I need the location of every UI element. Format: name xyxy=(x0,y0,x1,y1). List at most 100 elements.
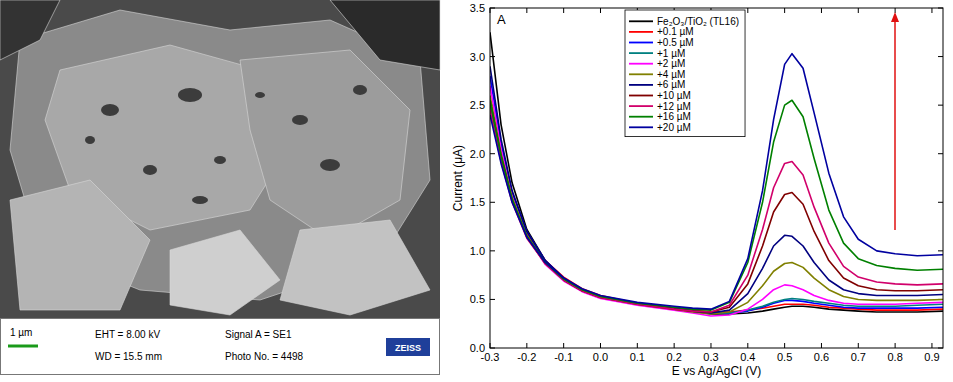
legend-box xyxy=(625,10,745,137)
x-tick xyxy=(637,343,638,348)
x-tick-label: 0.9 xyxy=(924,351,939,363)
x-tick-label: 0.2 xyxy=(666,351,681,363)
micrograph-pore xyxy=(192,196,208,204)
y-tick-right xyxy=(938,153,943,154)
legend-label: Fe₂O₃/TiO₂ (TL16) xyxy=(657,16,739,27)
photo-number-label: Photo No. = 4498 xyxy=(225,351,304,362)
legend-label: +10 µM xyxy=(657,90,691,101)
micrograph-texture xyxy=(170,230,280,315)
legend-swatch xyxy=(629,52,653,54)
legend-label: +1 µM xyxy=(657,48,685,59)
legend-label: +12 µM xyxy=(657,101,691,112)
x-tick xyxy=(747,343,748,348)
x-tick xyxy=(526,343,527,348)
legend-label: +4 µM xyxy=(657,69,685,80)
y-axis-title: Current (μA) xyxy=(451,145,465,211)
x-tick xyxy=(931,343,932,348)
x-tick-label: 0.1 xyxy=(630,351,645,363)
y-tick-label: 3.5 xyxy=(470,2,485,14)
micrograph xyxy=(0,0,440,318)
micrograph-texture xyxy=(10,180,150,310)
micrograph-pore xyxy=(320,159,340,171)
legend-label: +0.5 µM xyxy=(657,37,694,48)
legend-label: +2 µM xyxy=(657,58,685,69)
micrograph-pore xyxy=(101,104,119,116)
micrograph-texture xyxy=(0,0,60,60)
micrograph-texture xyxy=(240,50,410,240)
trend-arrow-head xyxy=(891,12,899,22)
legend-swatch xyxy=(629,84,653,86)
x-tick xyxy=(858,343,859,348)
y-tick-right xyxy=(938,202,943,203)
x-tick-label: -0.1 xyxy=(554,351,573,363)
info-bar: 1 µmEHT = 8.00 kVWD = 15.5 mmSignal A = … xyxy=(1,319,440,375)
x-tick-label: 0.6 xyxy=(814,351,829,363)
x-tick xyxy=(563,343,564,348)
x-tick-top xyxy=(784,8,785,13)
x-tick-top xyxy=(526,8,527,13)
x-tick-top xyxy=(747,8,748,13)
y-tick-label: 2.5 xyxy=(470,99,485,111)
curve xyxy=(490,110,943,312)
y-tick-right xyxy=(938,56,943,57)
x-tick-top xyxy=(563,8,564,13)
chart: -0.3-0.2-0.10.00.10.20.30.40.50.60.70.80… xyxy=(451,2,943,378)
x-tick-top xyxy=(931,8,932,13)
micrograph-texture xyxy=(330,0,440,70)
y-tick-label: 1.5 xyxy=(470,196,485,208)
y-tick-label: 1.0 xyxy=(470,245,485,257)
legend-swatch xyxy=(629,126,653,128)
legend-swatch xyxy=(629,105,653,107)
legend-label: +20 µM xyxy=(657,122,691,133)
figure: 1 µmEHT = 8.00 kVWD = 15.5 mmSignal A = … xyxy=(0,0,953,382)
brand-logo xyxy=(386,338,430,356)
x-tick-label: 0.5 xyxy=(777,351,792,363)
y-tick-label: 0.5 xyxy=(470,293,485,305)
scale-bar xyxy=(8,345,38,348)
legend-label: +6 µM xyxy=(657,79,685,90)
micrograph-pore xyxy=(255,92,265,98)
micrograph-pore xyxy=(178,88,202,102)
brand-label: ZEISS xyxy=(395,343,421,353)
y-tick-label: 0.0 xyxy=(470,342,485,354)
x-tick-top xyxy=(858,8,859,13)
y-tick-label: 3.0 xyxy=(470,51,485,63)
x-tick-label: 0.7 xyxy=(851,351,866,363)
x-tick-top xyxy=(895,8,896,13)
micrograph-texture xyxy=(280,220,430,315)
legend-swatch xyxy=(629,31,653,33)
x-tick-label: 0.4 xyxy=(740,351,755,363)
legend-swatch xyxy=(629,42,653,44)
y-tick xyxy=(490,299,495,300)
legend-swatch xyxy=(629,63,653,65)
x-tick-label: 0.8 xyxy=(887,351,902,363)
micrograph-pore xyxy=(85,136,95,144)
info-bar-background xyxy=(1,319,440,375)
legend: Fe₂O₃/TiO₂ (TL16)+0.1 µM+0.5 µM+1 µM+2 µ… xyxy=(625,10,745,137)
x-tick-top xyxy=(821,8,822,13)
x-tick xyxy=(895,343,896,348)
x-axis-title: E vs Ag/AgCl (V) xyxy=(672,364,761,378)
trend-arrow xyxy=(894,20,896,230)
micrograph-pore xyxy=(143,165,157,175)
y-tick-right xyxy=(938,105,943,106)
legend-swatch xyxy=(629,116,653,118)
legend-label: +16 µM xyxy=(657,111,691,122)
wd-label: WD = 15.5 mm xyxy=(95,351,162,362)
micrograph-pore xyxy=(353,85,367,95)
y-tick xyxy=(490,153,495,154)
micrograph-pore xyxy=(214,156,226,164)
legend-swatch xyxy=(629,20,653,22)
x-tick xyxy=(710,343,711,348)
x-tick xyxy=(674,343,675,348)
panel-label: A xyxy=(497,12,506,27)
plot-frame xyxy=(490,8,943,348)
y-tick xyxy=(490,202,495,203)
x-tick xyxy=(784,343,785,348)
legend-label: +0.1 µM xyxy=(657,26,694,37)
x-tick-label: 0.3 xyxy=(703,351,718,363)
y-tick-label: 2.0 xyxy=(470,148,485,160)
signal-label: Signal A = SE1 xyxy=(225,329,292,340)
legend-swatch xyxy=(629,95,653,97)
x-tick xyxy=(600,343,601,348)
